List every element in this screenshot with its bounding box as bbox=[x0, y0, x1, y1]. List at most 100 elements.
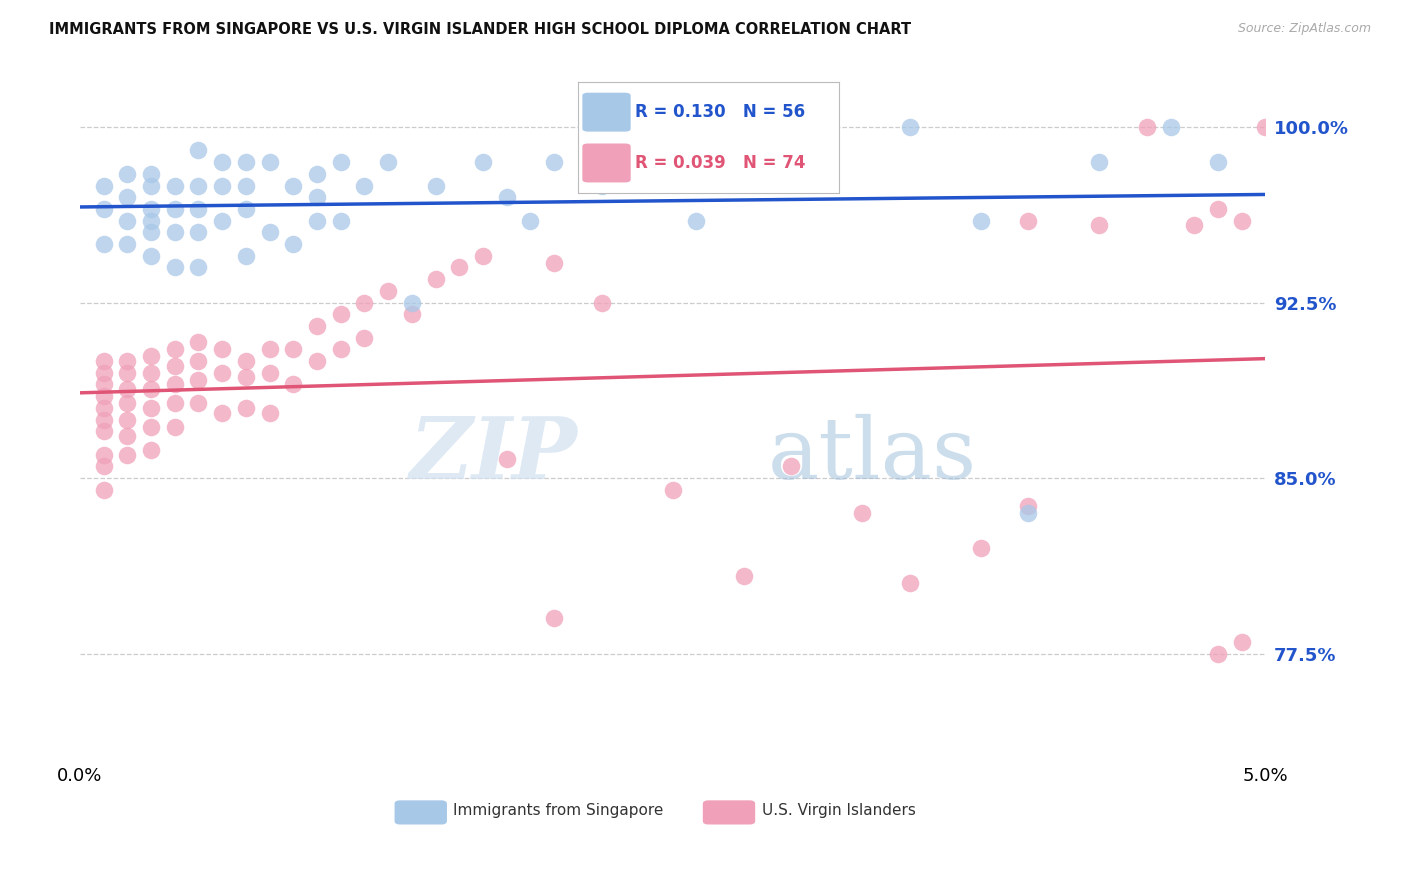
Point bbox=[283, 343, 305, 357]
Point bbox=[93, 412, 115, 426]
Point bbox=[661, 120, 683, 134]
Point bbox=[1088, 219, 1111, 233]
Point bbox=[259, 343, 281, 357]
Point bbox=[139, 382, 162, 396]
FancyBboxPatch shape bbox=[703, 801, 755, 824]
Point bbox=[235, 249, 257, 263]
Point bbox=[139, 202, 162, 216]
Point bbox=[353, 331, 375, 345]
Point bbox=[329, 213, 352, 227]
Point bbox=[163, 225, 186, 239]
Point bbox=[139, 167, 162, 181]
Point bbox=[425, 178, 447, 193]
Point bbox=[93, 483, 115, 497]
Point bbox=[211, 178, 233, 193]
Point bbox=[93, 202, 115, 216]
Point bbox=[117, 448, 139, 462]
Point bbox=[449, 260, 471, 275]
Point bbox=[93, 401, 115, 415]
Point bbox=[139, 350, 162, 364]
Point bbox=[259, 405, 281, 419]
Point bbox=[661, 483, 683, 497]
Point bbox=[1017, 213, 1039, 227]
Point bbox=[235, 401, 257, 415]
Point bbox=[283, 377, 305, 392]
Point bbox=[187, 335, 209, 350]
Point bbox=[970, 213, 993, 227]
Point bbox=[305, 354, 328, 368]
Point bbox=[139, 178, 162, 193]
Point bbox=[898, 576, 921, 591]
Point bbox=[283, 178, 305, 193]
Point bbox=[377, 155, 399, 169]
Point bbox=[495, 452, 517, 467]
Point bbox=[187, 354, 209, 368]
Point bbox=[117, 366, 139, 380]
Point bbox=[163, 202, 186, 216]
Point bbox=[235, 202, 257, 216]
Point bbox=[163, 377, 186, 392]
Point bbox=[211, 213, 233, 227]
Point bbox=[117, 354, 139, 368]
Point bbox=[259, 366, 281, 380]
Point bbox=[353, 178, 375, 193]
Point bbox=[117, 412, 139, 426]
Point bbox=[139, 442, 162, 457]
Point bbox=[401, 295, 423, 310]
Point bbox=[139, 213, 162, 227]
Point bbox=[377, 284, 399, 298]
Point bbox=[187, 396, 209, 410]
FancyBboxPatch shape bbox=[395, 801, 446, 824]
Point bbox=[543, 256, 565, 270]
Point bbox=[163, 359, 186, 373]
Point bbox=[543, 155, 565, 169]
Point bbox=[163, 260, 186, 275]
Point bbox=[780, 459, 803, 474]
Point bbox=[733, 120, 755, 134]
Point bbox=[305, 190, 328, 204]
Point bbox=[211, 343, 233, 357]
Point bbox=[1017, 499, 1039, 513]
Point bbox=[163, 419, 186, 434]
Point bbox=[305, 167, 328, 181]
Point bbox=[187, 178, 209, 193]
Text: U.S. Virgin Islanders: U.S. Virgin Islanders bbox=[762, 803, 915, 818]
Point bbox=[283, 237, 305, 252]
Point bbox=[235, 354, 257, 368]
Point bbox=[1206, 155, 1229, 169]
Point bbox=[187, 373, 209, 387]
Text: atlas: atlas bbox=[768, 414, 977, 497]
Point bbox=[733, 569, 755, 583]
Point bbox=[259, 155, 281, 169]
Point bbox=[851, 506, 873, 520]
Point bbox=[93, 424, 115, 438]
Point bbox=[117, 213, 139, 227]
Point bbox=[898, 120, 921, 134]
Point bbox=[139, 225, 162, 239]
Point bbox=[329, 343, 352, 357]
Point bbox=[329, 307, 352, 321]
Point bbox=[591, 178, 613, 193]
Point bbox=[401, 307, 423, 321]
Point bbox=[139, 419, 162, 434]
Point bbox=[591, 295, 613, 310]
Point bbox=[93, 389, 115, 403]
Point bbox=[163, 178, 186, 193]
Point bbox=[305, 318, 328, 333]
Point bbox=[353, 295, 375, 310]
Point bbox=[970, 541, 993, 556]
Point bbox=[163, 343, 186, 357]
Point bbox=[235, 370, 257, 384]
Point bbox=[259, 225, 281, 239]
Point bbox=[495, 190, 517, 204]
Point bbox=[139, 401, 162, 415]
Point bbox=[139, 366, 162, 380]
Point bbox=[543, 611, 565, 625]
Point bbox=[117, 396, 139, 410]
Point bbox=[1254, 120, 1277, 134]
Text: ZIP: ZIP bbox=[411, 413, 578, 497]
Point bbox=[93, 178, 115, 193]
Point bbox=[93, 377, 115, 392]
Point bbox=[1088, 155, 1111, 169]
Point bbox=[519, 213, 541, 227]
